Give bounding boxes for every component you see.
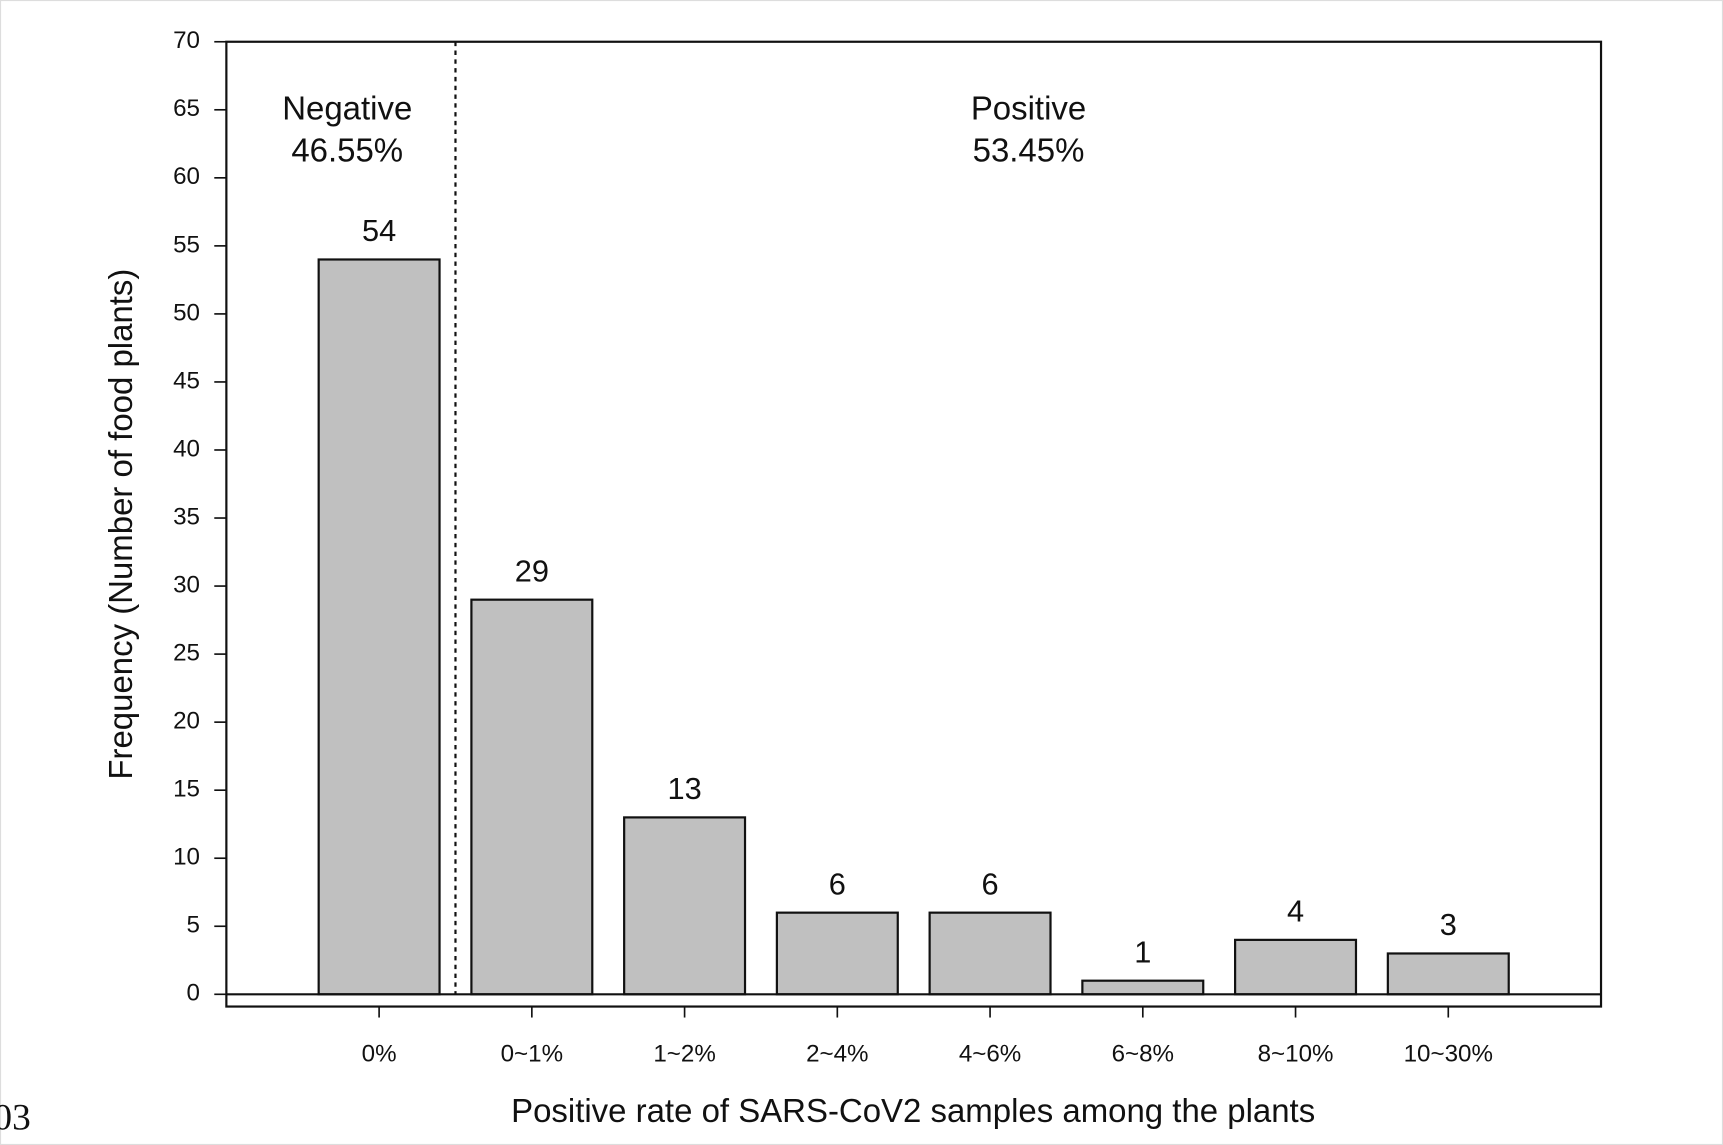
y-tick-label: 25: [173, 639, 200, 666]
y-tick-label: 40: [173, 435, 200, 462]
data-label: 3: [1440, 907, 1457, 942]
y-axis-label: Frequency (Number of food plants): [102, 269, 139, 780]
data-label: 29: [515, 553, 549, 588]
bar: [928, 911, 1052, 996]
bar: [470, 598, 594, 996]
y-tick-label: 15: [173, 776, 200, 803]
annotation: 46.55%: [291, 131, 403, 168]
data-label: 54: [362, 213, 396, 248]
x-axis-label: Positive rate of SARS-CoV2 samples among…: [511, 1092, 1315, 1129]
x-tick-label: 10~30%: [1404, 1040, 1493, 1067]
bar: [775, 911, 899, 996]
x-tick-label: 8~10%: [1258, 1040, 1334, 1067]
y-tick-label: 70: [173, 27, 200, 54]
y-tick-label: 60: [173, 163, 200, 190]
y-tick-label: 50: [173, 299, 200, 326]
data-label: 13: [667, 771, 701, 806]
y-tick-label: 55: [173, 231, 200, 258]
data-label: 4: [1287, 894, 1304, 929]
y-tick-label: 10: [173, 844, 200, 871]
annotation: Negative: [282, 90, 412, 127]
data-label: 1: [1134, 934, 1151, 969]
bar: [1081, 979, 1205, 996]
bar: [1386, 952, 1510, 996]
plot-frame: [225, 40, 1603, 1008]
annotation: Positive: [971, 90, 1086, 127]
x-tick-label: 2~4%: [806, 1040, 868, 1067]
bar: [623, 816, 747, 996]
corner-text: 03: [0, 1097, 31, 1138]
x-tick-label: 0%: [362, 1040, 397, 1067]
x-tick-label: 6~8%: [1112, 1040, 1174, 1067]
data-label: 6: [982, 866, 999, 901]
x-tick-label: 4~6%: [959, 1040, 1021, 1067]
y-tick-label: 20: [173, 708, 200, 735]
y-tick-label: 35: [173, 503, 200, 530]
bar: [317, 258, 441, 996]
y-tick-label: 5: [187, 912, 200, 939]
y-tick-label: 30: [173, 571, 200, 598]
bar: [1234, 938, 1358, 996]
y-tick-label: 0: [187, 980, 200, 1007]
x-tick-label: 1~2%: [653, 1040, 715, 1067]
y-tick-label: 45: [173, 367, 200, 394]
x-tick-label: 0~1%: [501, 1040, 563, 1067]
y-tick-label: 65: [173, 95, 200, 122]
annotation: 53.45%: [973, 131, 1085, 168]
data-label: 6: [829, 866, 846, 901]
